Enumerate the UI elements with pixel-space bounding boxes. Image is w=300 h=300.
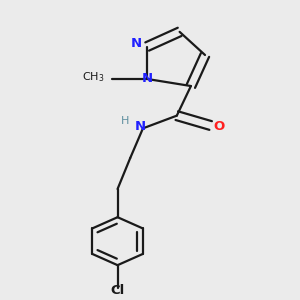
Text: N: N: [135, 120, 146, 134]
Text: N: N: [142, 73, 153, 85]
Text: H: H: [120, 116, 129, 126]
Text: CH$_3$: CH$_3$: [82, 71, 105, 85]
Text: Cl: Cl: [110, 284, 125, 297]
Text: N: N: [130, 37, 142, 50]
Text: O: O: [214, 120, 225, 134]
